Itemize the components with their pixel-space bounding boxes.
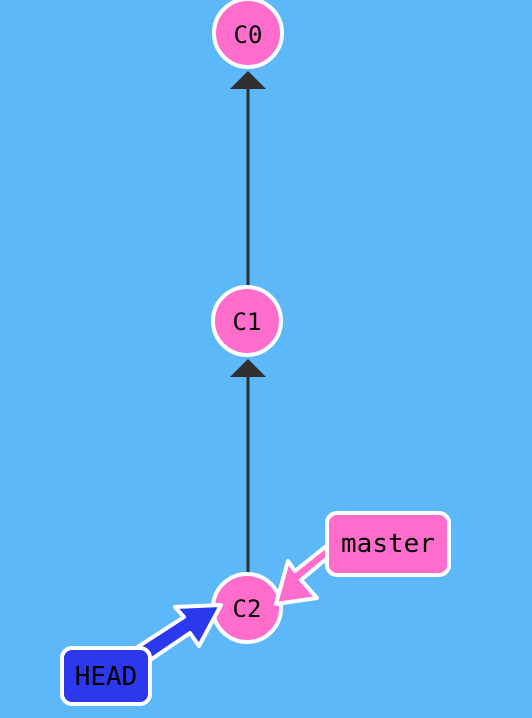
head-label: HEAD [75,662,138,692]
edge-c2-c1 [230,359,266,576]
branch-master[interactable]: master [274,511,451,606]
commit-label: C1 [233,308,262,336]
commit-circle [212,0,284,69]
arrow-head-icon [230,71,266,89]
head-label-box [60,646,152,706]
master-label-box [325,511,451,577]
edge-c1-c0 [230,71,266,288]
commit-circle [211,285,283,357]
arrow-head-icon [230,359,266,377]
commit-node-c0[interactable]: C0 [212,0,284,69]
head-ref[interactable]: HEAD [60,603,223,706]
commit-node-c2[interactable]: C2 [211,572,283,644]
commit-node-c1[interactable]: C1 [211,285,283,357]
commit-label: C0 [234,21,263,49]
commit-label: C2 [233,595,262,623]
master-label: master [341,529,435,559]
